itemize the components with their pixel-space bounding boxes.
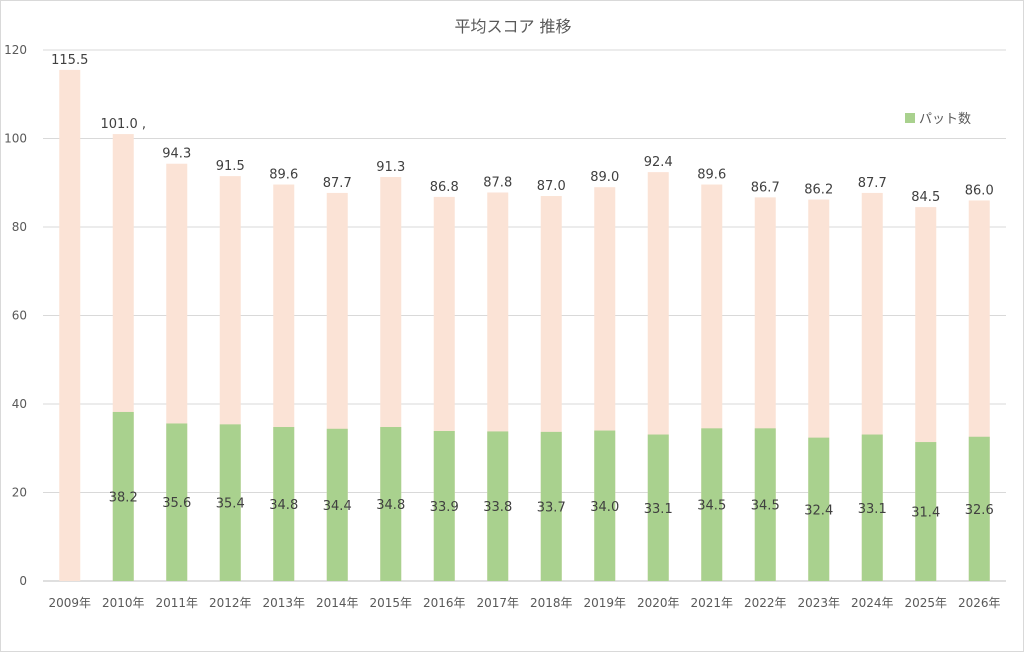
x-tick-label: 2010年 bbox=[102, 596, 145, 610]
data-label-putts: 33.8 bbox=[483, 500, 512, 515]
data-label-putts: 33.1 bbox=[644, 502, 673, 517]
data-label-putts: 34.4 bbox=[323, 499, 352, 514]
x-tick-label: 2026年 bbox=[958, 596, 1001, 610]
data-label-putts: 34.8 bbox=[376, 498, 405, 513]
data-label-total-score: 101.0 , bbox=[101, 117, 146, 132]
bar-putts bbox=[219, 424, 241, 581]
data-label-total-score: 91.5 bbox=[216, 159, 245, 174]
x-tick-label: 2017年 bbox=[476, 596, 519, 610]
label-layer: 115.5 101.0 , 94.3 91.5 89.6 87.7 91.3 86.8 87.8… bbox=[51, 53, 994, 521]
x-tick-label: 2021年 bbox=[690, 596, 733, 610]
data-label-total-score: 89.6 bbox=[269, 168, 298, 183]
bar-putts bbox=[487, 431, 509, 581]
bar-putts bbox=[968, 436, 990, 581]
data-label-total-score: 87.7 bbox=[323, 176, 352, 191]
data-label-total-score: 94.3 bbox=[162, 147, 191, 162]
data-label-putts: 34.5 bbox=[751, 499, 780, 514]
data-label-total-score: 87.8 bbox=[483, 175, 512, 190]
data-label-total-score: 92.4 bbox=[644, 155, 673, 170]
data-label-putts: 34.0 bbox=[590, 500, 619, 515]
legend-label-putts: パット数 bbox=[919, 112, 971, 127]
data-label-putts: 32.4 bbox=[804, 503, 833, 518]
data-label-total-score: 86.2 bbox=[804, 183, 833, 198]
legend: パット数 bbox=[905, 112, 971, 127]
data-label-putts: 33.9 bbox=[430, 500, 459, 515]
data-label-total-score: 86.8 bbox=[430, 180, 459, 195]
bar-layer bbox=[59, 69, 990, 582]
data-label-putts: 34.8 bbox=[269, 498, 298, 513]
x-tick-label: 2012年 bbox=[209, 596, 252, 610]
x-tick-label: 2022年 bbox=[744, 596, 787, 610]
bar-putts bbox=[754, 428, 776, 581]
x-tick-label: 2016年 bbox=[423, 596, 466, 610]
x-tick-label: 2009年 bbox=[48, 596, 91, 610]
y-tick-label: 60 bbox=[12, 309, 27, 323]
chart-title: 平均スコア 推移 bbox=[454, 17, 571, 36]
x-tick-label: 2018年 bbox=[530, 596, 573, 610]
x-tick-label: 2025年 bbox=[904, 596, 947, 610]
data-label-putts: 31.4 bbox=[911, 506, 940, 521]
data-label-putts: 35.4 bbox=[216, 497, 245, 512]
y-tick-label: 120 bbox=[4, 43, 27, 57]
grid-layer bbox=[43, 49, 1006, 582]
y-tick-label: 0 bbox=[19, 574, 27, 588]
data-label-total-score: 91.3 bbox=[376, 160, 405, 175]
data-label-total-score: 87.7 bbox=[858, 176, 887, 191]
data-label-putts: 32.6 bbox=[965, 503, 994, 518]
x-tick-label: 2019年 bbox=[583, 596, 626, 610]
bar-putts bbox=[915, 442, 937, 581]
data-label-total-score: 89.6 bbox=[697, 168, 726, 183]
data-label-putts: 33.1 bbox=[858, 502, 887, 517]
bar-putts bbox=[273, 427, 295, 581]
data-label-putts: 34.5 bbox=[697, 499, 726, 514]
y-tick-label: 100 bbox=[4, 132, 27, 146]
data-label-total-score: 115.5 bbox=[51, 53, 88, 68]
x-tick-label: 2013年 bbox=[262, 596, 305, 610]
legend-swatch-putts bbox=[905, 113, 915, 123]
data-label-putts: 38.2 bbox=[109, 490, 138, 505]
x-tick-label: 2015年 bbox=[369, 596, 412, 610]
x-tick-label: 2011年 bbox=[155, 596, 198, 610]
bar-putts bbox=[112, 411, 134, 581]
bar-putts bbox=[380, 427, 402, 581]
data-label-total-score: 84.5 bbox=[911, 190, 940, 205]
bar-total-score bbox=[59, 69, 81, 581]
data-label-total-score: 89.0 bbox=[590, 170, 619, 185]
x-tick-label: 2024年 bbox=[851, 596, 894, 610]
y-tick-label: 20 bbox=[12, 486, 27, 500]
bar-putts bbox=[861, 434, 883, 581]
bar-putts bbox=[433, 430, 455, 581]
bar-putts bbox=[808, 437, 830, 581]
bar-putts bbox=[594, 430, 616, 581]
x-tick-label: 2014年 bbox=[316, 596, 359, 610]
y-tick-label: 80 bbox=[12, 220, 27, 234]
data-label-total-score: 86.0 bbox=[965, 183, 994, 198]
data-label-putts: 35.6 bbox=[162, 496, 191, 511]
bar-putts bbox=[166, 423, 188, 581]
axis-layer: 0 20 40 60 80 100 120 2009年 2010年 2011年 2012年 2013年… bbox=[4, 43, 1000, 610]
bar-putts bbox=[326, 428, 348, 581]
bar-putts bbox=[647, 434, 669, 581]
x-tick-label: 2023年 bbox=[797, 596, 840, 610]
data-label-total-score: 87.0 bbox=[537, 179, 566, 194]
bar-putts bbox=[540, 431, 562, 581]
bar-putts bbox=[701, 428, 723, 581]
y-tick-label: 40 bbox=[12, 397, 27, 411]
data-label-total-score: 86.7 bbox=[751, 180, 780, 195]
x-tick-label: 2020年 bbox=[637, 596, 680, 610]
data-label-putts: 33.7 bbox=[537, 500, 566, 515]
